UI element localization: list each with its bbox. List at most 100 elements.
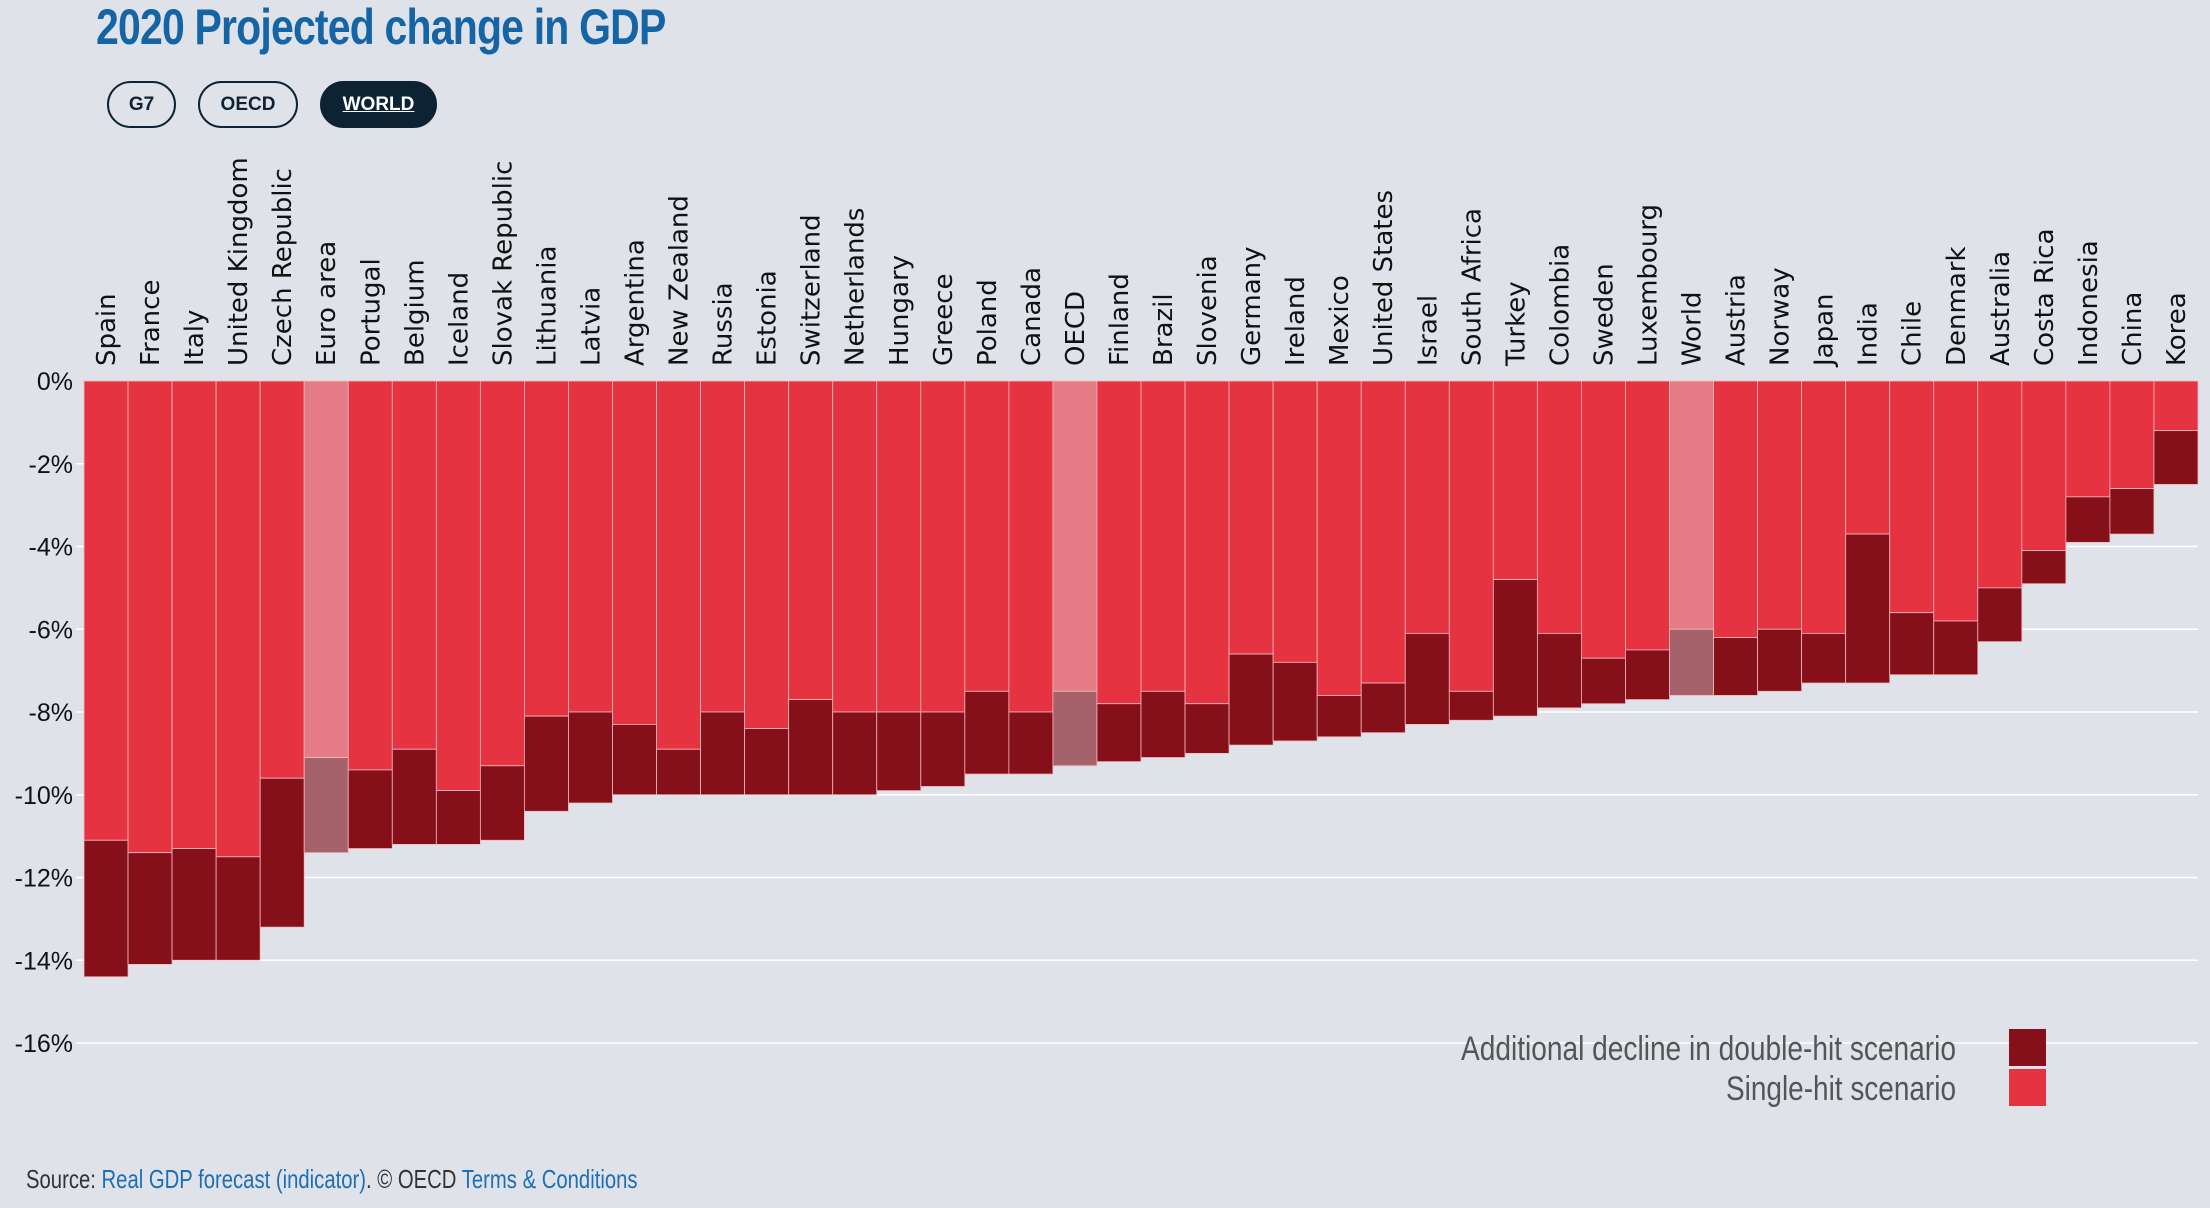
bar-double-poland xyxy=(964,690,1010,775)
indicator-link[interactable]: Real GDP forecast (indicator) xyxy=(101,1164,367,1194)
x-tick-label: Colombia xyxy=(1545,244,1575,366)
bar-single-korea xyxy=(2153,380,2199,432)
source-middle: . © OECD xyxy=(366,1164,462,1194)
bar-single-colombia xyxy=(1536,380,1582,634)
bar-double-italy xyxy=(171,848,217,961)
bar-single-euro-area xyxy=(303,380,349,758)
y-tick-label: -4% xyxy=(29,534,73,562)
bar-double-india xyxy=(1845,533,1891,684)
tab-oecd[interactable]: OECD xyxy=(198,81,298,128)
x-tick-label: Poland xyxy=(973,279,1003,366)
bar-single-austria xyxy=(1713,380,1758,638)
x-tick-label: Costa Rica xyxy=(2030,228,2060,366)
bar-double-czech-republic xyxy=(259,777,305,928)
bar-double-germany xyxy=(1228,653,1274,746)
x-tick-label: United States xyxy=(1369,190,1399,366)
terms-link[interactable]: Terms & Conditions xyxy=(461,1164,638,1194)
bar-double-turkey xyxy=(1492,579,1538,717)
bar-double-austria xyxy=(1713,637,1758,696)
bar-double-hungary xyxy=(876,711,922,792)
bar-single-japan xyxy=(1801,380,1847,634)
x-tick-label: Israel xyxy=(1413,295,1443,366)
bar-double-united-kingdom xyxy=(215,856,261,961)
bar-single-slovenia xyxy=(1184,380,1230,705)
x-tick-label: France xyxy=(136,280,166,366)
bar-single-costa-rica xyxy=(2021,380,2067,552)
x-tick-label: OECD xyxy=(1061,291,1091,366)
gdp-bar-chart: 0% -2% -4% -6% -8% -10% -12% -14% -16% Spain Franc… xyxy=(15,157,2199,1108)
x-tick-label: Brazil xyxy=(1149,293,1179,366)
bar-double-canada xyxy=(1008,711,1054,775)
bar-single-finland xyxy=(1096,380,1142,705)
bar-single-estonia xyxy=(744,380,790,729)
bar-double-estonia xyxy=(744,728,790,796)
legend-swatch xyxy=(2009,1069,2046,1106)
x-tick-label: Greece xyxy=(929,273,959,366)
bar-single-belgium xyxy=(391,380,437,750)
x-tick-label: Austria xyxy=(1722,274,1752,366)
bar-single-germany xyxy=(1228,380,1274,655)
y-tick-label: -2% xyxy=(29,451,73,479)
x-tick-label: Czech Republic xyxy=(268,168,298,366)
bar-single-portugal xyxy=(347,380,393,771)
bar-double-latvia xyxy=(568,711,613,804)
x-tick-label: Euro area xyxy=(312,241,342,366)
bar-double-costa-rica xyxy=(2021,550,2067,585)
bar-single-russia xyxy=(700,380,746,713)
y-tick-label: -12% xyxy=(15,865,73,893)
x-tick-label: Japan xyxy=(1810,293,1840,368)
bar-double-finland xyxy=(1096,703,1142,763)
bar-single-new-zealand xyxy=(656,380,701,750)
x-tick-label: Korea xyxy=(2162,292,2192,366)
x-tick-label: World xyxy=(1678,291,1708,366)
x-tick-label: Spain xyxy=(92,293,122,366)
x-tick-label: Australia xyxy=(1986,251,2016,366)
bar-single-indonesia xyxy=(2065,380,2111,498)
bar-double-mexico xyxy=(1316,695,1362,738)
bar-double-france xyxy=(127,852,173,965)
x-tick-label: Denmark xyxy=(1942,246,1972,366)
bar-single-latvia xyxy=(568,380,613,713)
x-tick-label: India xyxy=(1854,302,1884,366)
y-tick-label: -10% xyxy=(15,782,73,810)
source-prefix: Source: xyxy=(26,1164,102,1194)
tab-g7[interactable]: G7 xyxy=(107,81,176,128)
x-tick-label: Finland xyxy=(1105,273,1135,366)
bar-single-sweden xyxy=(1581,380,1626,659)
bar-single-slovak-republic xyxy=(479,380,525,767)
bar-single-denmark xyxy=(1933,380,1979,622)
x-tick-label: Norway xyxy=(1766,267,1796,366)
x-tick-label: Latvia xyxy=(576,287,606,366)
bar-single-south-africa xyxy=(1448,380,1494,692)
x-tick-label: Argentina xyxy=(621,239,651,366)
x-tick-label: Canada xyxy=(1017,267,1047,366)
x-tick-label: Russia xyxy=(709,282,739,366)
bar-double-belgium xyxy=(391,748,437,845)
bar-single-switzerland xyxy=(788,380,834,700)
bar-single-chile xyxy=(1889,380,1935,614)
bar-double-united-states xyxy=(1360,682,1406,734)
bar-double-israel xyxy=(1404,632,1450,725)
x-tick-label: Slovak Republic xyxy=(488,161,518,366)
bar-single-argentina xyxy=(612,380,657,725)
bar-double-china xyxy=(2109,488,2155,535)
legend-label: Single-hit scenario xyxy=(1726,1070,1956,1108)
bar-single-czech-republic xyxy=(259,380,305,779)
bar-double-oecd xyxy=(1052,690,1098,767)
bar-double-japan xyxy=(1801,632,1847,684)
bar-double-brazil xyxy=(1140,690,1186,758)
tab-world[interactable]: WORLD xyxy=(320,81,437,128)
bar-double-euro-area xyxy=(303,757,349,854)
bar-double-ireland xyxy=(1272,661,1318,742)
bar-single-mexico xyxy=(1316,380,1362,696)
x-tick-label: Luxembourg xyxy=(1633,204,1663,366)
bar-single-australia xyxy=(1977,380,2023,589)
x-tick-label: United Kingdom xyxy=(224,157,254,366)
bar-single-france xyxy=(127,380,173,854)
bar-double-slovak-republic xyxy=(479,765,525,841)
bar-double-slovenia xyxy=(1184,703,1230,754)
bar-single-greece xyxy=(920,380,966,713)
bar-single-italy xyxy=(171,380,217,849)
x-tick-label: Indonesia xyxy=(2074,240,2104,366)
bar-double-new-zealand xyxy=(656,748,701,796)
